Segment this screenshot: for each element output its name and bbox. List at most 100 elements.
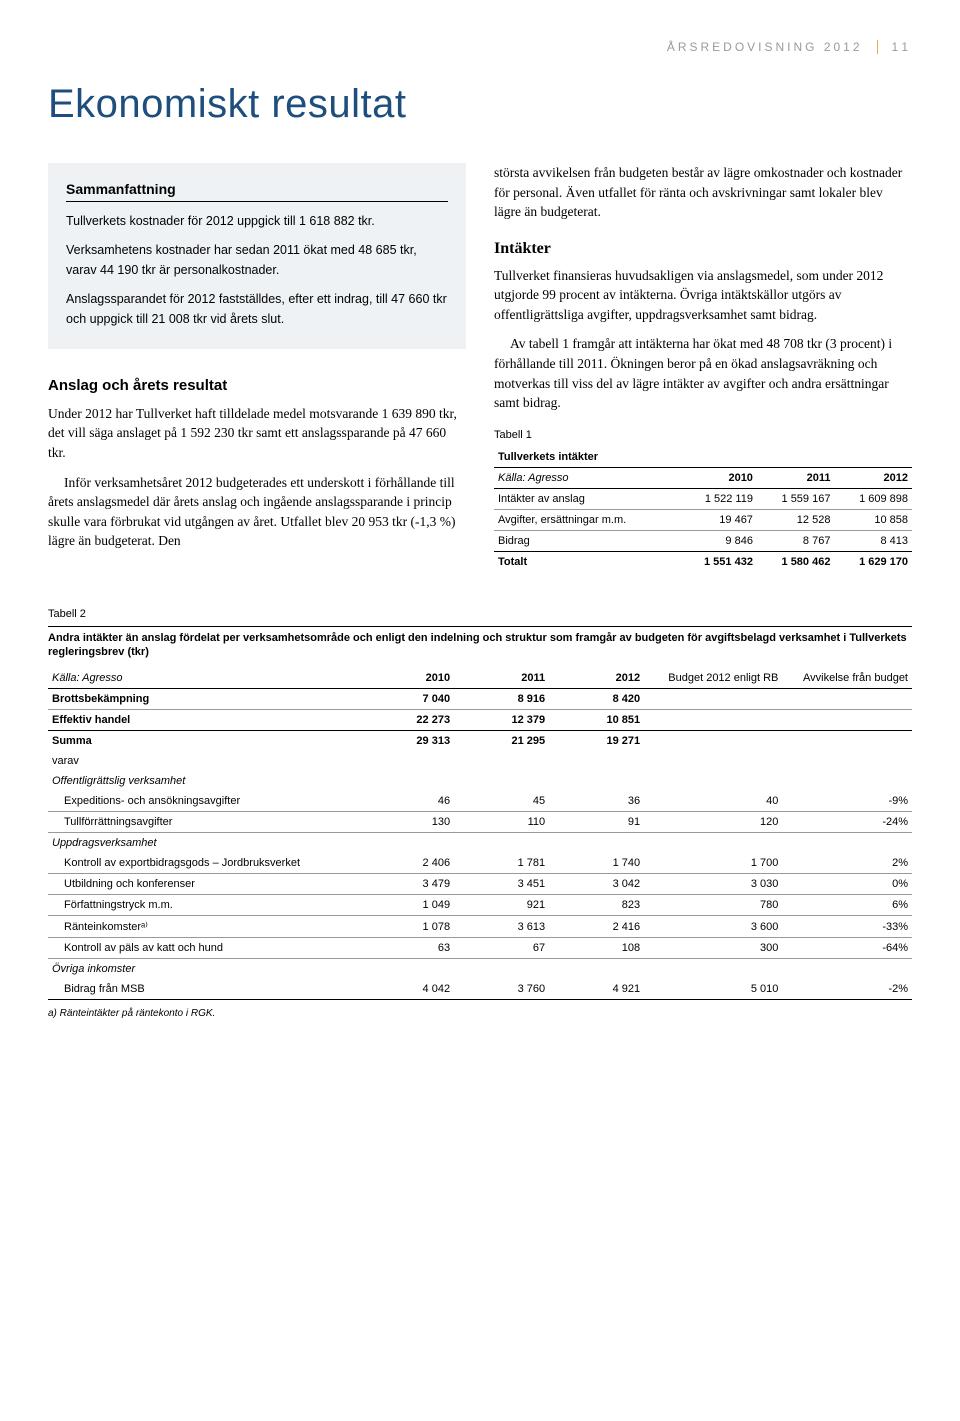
t1-r1-v1: 12 528 — [757, 509, 835, 530]
t1-r2-label: Bidrag — [494, 530, 679, 551]
t2-s2r4-v1: 67 — [454, 938, 549, 959]
t2-s2r0-v1: 1 781 — [454, 853, 549, 874]
table1-title: Tullverkets intäkter — [494, 447, 912, 468]
t2-top0-v0: 7 040 — [359, 689, 454, 710]
t1-r0-v1: 1 559 167 — [757, 488, 835, 509]
t2-s2r1-v3: 3 030 — [644, 874, 782, 895]
t2-s1r1-v2: 91 — [549, 812, 644, 833]
t2-top0-label: Brottsbekämpning — [48, 689, 359, 710]
t1-r0-v2: 1 609 898 — [834, 488, 912, 509]
t2-s3r0-v1: 3 760 — [454, 979, 549, 1000]
t1-r2-v2: 8 413 — [834, 530, 912, 551]
t2-col-1: 2011 — [454, 668, 549, 689]
t1-total-v2: 1 629 170 — [834, 551, 912, 572]
t1-r0-v0: 1 522 119 — [679, 488, 757, 509]
t2-s3r0-label: Bidrag från MSB — [48, 979, 359, 1000]
t2-s2r4-v0: 63 — [359, 938, 454, 959]
table1: Källa: Agresso 2010 2011 2012 Intäkter a… — [494, 468, 912, 572]
t2-top1-v1: 12 379 — [454, 710, 549, 731]
summary-p2: Verksamhetens kostnader har sedan 2011 ö… — [66, 241, 448, 280]
t2-s2r4-label: Kontroll av päls av katt och hund — [48, 938, 359, 959]
t2-s1r1-v3: 120 — [644, 812, 782, 833]
table1-year-1: 2011 — [757, 468, 835, 489]
t1-r1-v0: 19 467 — [679, 509, 757, 530]
t1-total-v0: 1 551 432 — [679, 551, 757, 572]
table2-desc: Andra intäkter än anslag fördelat per ve… — [48, 631, 912, 661]
t2-s1r1-v4: -24% — [782, 812, 912, 833]
t2-s1r0-v0: 46 — [359, 791, 454, 812]
t2-s3r0-v4: -2% — [782, 979, 912, 1000]
t1-r2-v0: 9 846 — [679, 530, 757, 551]
t2-sub2-heading: Uppdragsverksamhet — [48, 833, 912, 854]
t2-s3r0-v2: 4 921 — [549, 979, 644, 1000]
t2-s1r1-label: Tullförrättningsavgifter — [48, 812, 359, 833]
t1-total-label: Totalt — [494, 551, 679, 572]
table1-label: Tabell 1 — [494, 429, 912, 441]
t2-s3r0-v0: 4 042 — [359, 979, 454, 1000]
t2-s2r2-v3: 780 — [644, 895, 782, 916]
t2-sub3-heading: Övriga inkomster — [48, 959, 912, 980]
t2-summa-v2: 19 271 — [549, 731, 644, 752]
intakter-heading: Intäkter — [494, 240, 912, 258]
t2-s2r1-v1: 3 451 — [454, 874, 549, 895]
t2-s1r1-v0: 130 — [359, 812, 454, 833]
t2-summa-v0: 29 313 — [359, 731, 454, 752]
t2-s2r0-v4: 2% — [782, 853, 912, 874]
left-p2: Inför verksamhetsåret 2012 budgeterades … — [48, 473, 466, 551]
table2-source: Källa: Agresso — [48, 668, 359, 689]
summary-heading: Sammanfattning — [66, 181, 448, 202]
t2-s2r0-v2: 1 740 — [549, 853, 644, 874]
table2: Källa: Agresso 2010 2011 2012 Budget 201… — [48, 668, 912, 1000]
t1-total-v1: 1 580 462 — [757, 551, 835, 572]
t2-s1r0-v4: -9% — [782, 791, 912, 812]
t2-varav: varav — [48, 751, 912, 771]
t2-s2r1-v4: 0% — [782, 874, 912, 895]
t1-r2-v1: 8 767 — [757, 530, 835, 551]
anslag-heading: Anslag och årets resultat — [48, 377, 466, 394]
t2-s2r0-v0: 2 406 — [359, 853, 454, 874]
t2-s2r4-v4: -64% — [782, 938, 912, 959]
right-p3: Av tabell 1 framgår att intäkterna har ö… — [494, 334, 912, 412]
t2-top0-v2: 8 420 — [549, 689, 644, 710]
t2-col-0: 2010 — [359, 668, 454, 689]
t2-s3r0-v3: 5 010 — [644, 979, 782, 1000]
t2-s1r0-v1: 45 — [454, 791, 549, 812]
t2-s1r0-v2: 36 — [549, 791, 644, 812]
header-label: ÅRSREDOVISNING 2012 — [667, 40, 863, 54]
t2-s2r3-v3: 3 600 — [644, 916, 782, 938]
t2-s2r2-v4: 6% — [782, 895, 912, 916]
t2-s1r0-label: Expeditions- och ansökningsavgifter — [48, 791, 359, 812]
t1-r0-label: Intäkter av anslag — [494, 488, 679, 509]
t2-top1-v2: 10 851 — [549, 710, 644, 731]
t2-s2r0-v3: 1 700 — [644, 853, 782, 874]
t2-s2r3-v0: 1 078 — [359, 916, 454, 938]
t2-s2r2-label: Författningstryck m.m. — [48, 895, 359, 916]
right-p1: största avvikelsen från budgeten består … — [494, 163, 912, 222]
t1-r1-v2: 10 858 — [834, 509, 912, 530]
t2-s1r1-v1: 110 — [454, 812, 549, 833]
t2-summa-v1: 21 295 — [454, 731, 549, 752]
t2-col-4: Avvikelse från budget — [782, 668, 912, 689]
t2-col-3: Budget 2012 enligt RB — [644, 668, 782, 689]
summary-p1: Tullverkets kostnader för 2012 uppgick t… — [66, 212, 448, 231]
page-number: 11 — [877, 40, 912, 54]
table1-year-2: 2012 — [834, 468, 912, 489]
t2-s2r3-v1: 3 613 — [454, 916, 549, 938]
t2-s2r1-v2: 3 042 — [549, 874, 644, 895]
t2-top0-v1: 8 916 — [454, 689, 549, 710]
t2-sub1-heading: Offentligrättslig verksamhet — [48, 771, 912, 791]
t2-s2r4-v3: 300 — [644, 938, 782, 959]
header: ÅRSREDOVISNING 2012 11 — [48, 40, 912, 54]
table1-source: Källa: Agresso — [494, 468, 679, 489]
t2-s2r2-v0: 1 049 — [359, 895, 454, 916]
t2-s2r2-v1: 921 — [454, 895, 549, 916]
t2-s2r1-label: Utbildning och konferenser — [48, 874, 359, 895]
t2-s2r3-label: Ränteinkomsterᵃ⁾ — [48, 916, 359, 938]
t2-s2r1-v0: 3 479 — [359, 874, 454, 895]
left-p1: Under 2012 har Tullverket haft tilldelad… — [48, 404, 466, 463]
summary-p3: Anslagssparandet för 2012 fastställdes, … — [66, 290, 448, 329]
t2-summa-label: Summa — [48, 731, 359, 752]
t1-r1-label: Avgifter, ersättningar m.m. — [494, 509, 679, 530]
t2-s2r4-v2: 108 — [549, 938, 644, 959]
t2-s2r2-v2: 823 — [549, 895, 644, 916]
